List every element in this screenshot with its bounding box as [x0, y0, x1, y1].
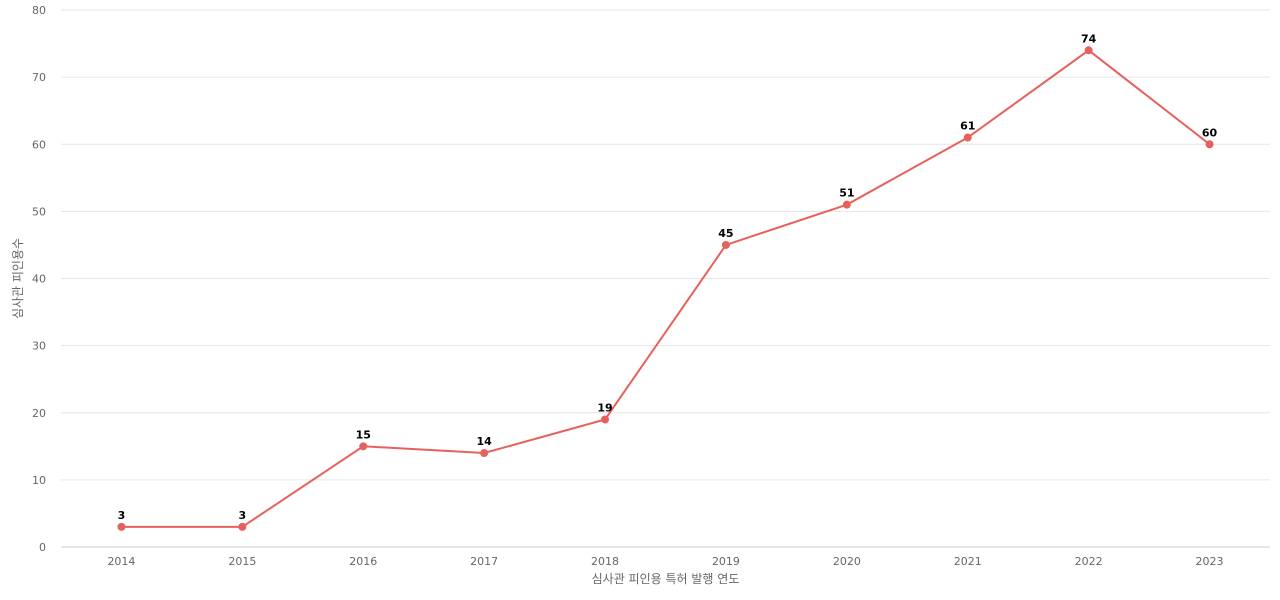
data-point[interactable] [601, 415, 610, 424]
data-label: 45 [718, 227, 733, 240]
data-label: 60 [1202, 126, 1218, 139]
data-label: 19 [597, 401, 612, 414]
data-label: 14 [476, 435, 492, 448]
data-point[interactable] [480, 449, 489, 458]
y-tick-label: 50 [32, 205, 46, 218]
x-tick-label: 2023 [1196, 555, 1224, 568]
y-axis-title: 심사관 피인용수 [11, 238, 25, 319]
y-tick-label: 80 [32, 4, 46, 17]
x-tick-label: 2019 [712, 555, 740, 568]
gridlines [61, 9, 1270, 548]
data-point[interactable] [238, 522, 247, 531]
data-label: 61 [960, 120, 975, 133]
y-tick-label: 0 [39, 541, 46, 554]
x-tick-label: 2014 [107, 555, 135, 568]
y-axis-ticks: 0 10 20 30 40 50 60 70 80 [32, 4, 46, 554]
data-point[interactable] [359, 442, 368, 451]
y-tick-label: 40 [32, 273, 46, 286]
series-line [121, 49, 1211, 528]
x-tick-label: 2018 [591, 555, 619, 568]
data-label: 51 [839, 187, 854, 200]
data-point[interactable] [117, 522, 126, 531]
x-axis-ticks: 2014 2015 2016 2017 2018 2019 2020 2021 2022 2023 [107, 555, 1223, 568]
x-tick-label: 2016 [349, 555, 377, 568]
y-tick-label: 20 [32, 407, 46, 420]
data-point[interactable] [721, 240, 730, 249]
series-layer: 3 3 15 14 19 45 51 61 74 60 [117, 32, 1218, 531]
y-tick-label: 30 [32, 340, 46, 353]
y-tick-label: 70 [32, 71, 46, 84]
x-tick-label: 2022 [1075, 555, 1103, 568]
data-label: 74 [1081, 32, 1097, 45]
y-tick-label: 10 [32, 474, 46, 487]
x-tick-label: 2020 [833, 555, 861, 568]
data-label: 15 [356, 428, 371, 441]
x-tick-label: 2017 [470, 555, 498, 568]
x-axis-title: 심사관 피인용 특허 발행 연도 [592, 571, 740, 586]
data-point[interactable] [963, 133, 972, 142]
data-label: 3 [239, 509, 247, 522]
data-point[interactable] [1205, 140, 1214, 149]
data-point[interactable] [1084, 46, 1093, 55]
x-tick-label: 2015 [228, 555, 256, 568]
data-label: 3 [118, 509, 126, 522]
data-point[interactable] [842, 200, 851, 209]
x-tick-label: 2021 [954, 555, 982, 568]
y-tick-label: 60 [32, 138, 46, 151]
